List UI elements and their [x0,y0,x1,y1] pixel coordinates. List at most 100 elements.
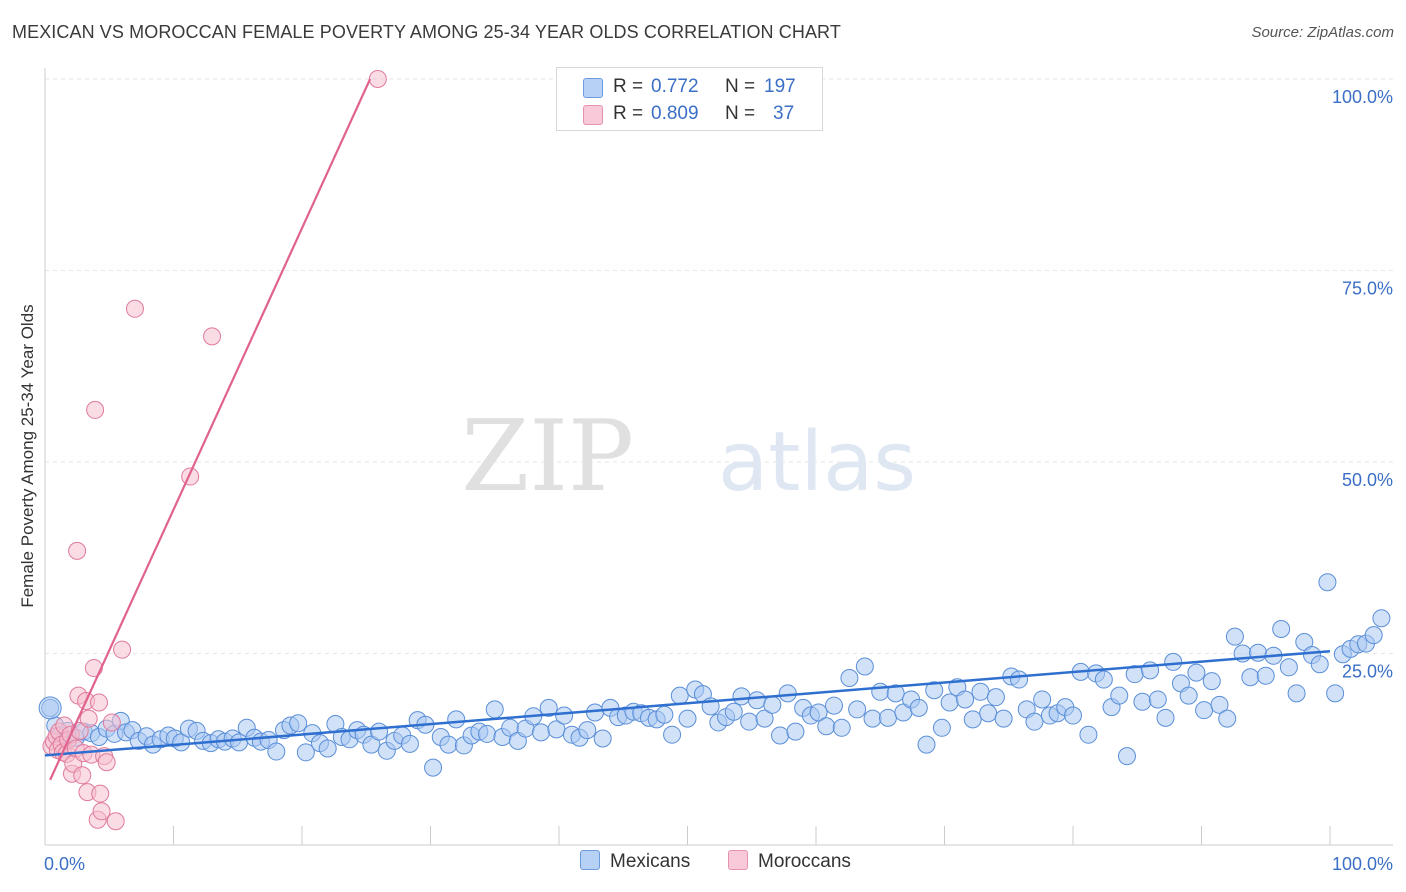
data-point [740,712,759,731]
data-point [113,640,132,659]
data-point [91,784,110,803]
data-point [1318,573,1337,592]
legend-n-label: N = [725,103,756,124]
x-tick-labels: 0.0% 100.0% [44,854,1393,874]
grid-lines [45,78,1393,654]
bottom-legend-label-mexicans: Mexicans [610,851,691,872]
legend-n-value: 37 [773,103,795,124]
y-tick-label: 75.0% [1342,279,1393,299]
data-point [1225,627,1244,646]
data-point [1364,626,1383,645]
data-point [1326,684,1345,703]
y-tick-label: 50.0% [1342,470,1393,490]
data-point [832,718,851,737]
data-point [578,721,597,740]
data-point [1372,609,1391,628]
data-point [1117,747,1136,766]
data-point [1210,695,1229,714]
data-point [1094,670,1113,689]
data-point [478,724,497,743]
data-point [1164,652,1183,671]
data-point [840,669,859,688]
data-point [368,70,387,88]
data-point [979,704,998,723]
data-point [84,659,103,678]
data-point [1279,658,1298,677]
bottom-legend-swatch-moroccans [728,850,748,870]
legend-r-label: R = [613,76,644,97]
data-point [439,735,458,754]
data-point [909,698,928,717]
trend-lines [44,78,1331,781]
data-point [203,327,222,346]
data-point [771,726,790,745]
data-point [824,696,843,715]
data-point [447,710,466,729]
data-point [1287,684,1306,703]
data-point [289,714,308,733]
data-point [1187,663,1206,682]
legend-swatch-mexicans [583,78,603,98]
data-point [1241,668,1260,687]
data-point [296,743,315,762]
data-point [79,709,98,728]
data-point [863,709,882,728]
x-tick-label-end: 100.0% [1332,854,1393,874]
data-point [878,708,897,727]
data-point [555,706,574,725]
data-point [1025,712,1044,731]
data-point [172,733,191,752]
data-point [994,709,1013,728]
data-point [1310,655,1329,674]
data-point [848,700,867,719]
data-point [1110,686,1129,705]
data-point [778,684,797,703]
data-point [106,812,125,831]
data-point [318,739,337,758]
bottom-legend-moroccans: Moroccans [728,850,851,873]
data-point [956,690,975,709]
data-point [971,682,990,701]
data-point [1202,672,1221,691]
data-point [1272,619,1291,638]
data-point [424,758,443,777]
data-point [1079,725,1098,744]
data-point [400,734,419,753]
data-point [655,705,674,724]
data-point [963,710,982,729]
data-point [809,703,828,722]
legend-row-moroccans: R = 0.809 N = 37 [557,100,822,128]
data-point [1179,686,1198,705]
legend-r-value: 0.809 [651,103,699,124]
data-point-large [38,696,62,720]
axes [44,68,1393,846]
data-point [940,693,959,712]
stats-legend: R = 0.772 N = 197 R = 0.809 N = 37 [556,67,823,131]
source-label: Source: ZipAtlas.com [1251,24,1394,41]
data-point [817,717,836,736]
data-point [871,682,890,701]
data-point [855,657,874,676]
data-point [1256,666,1275,685]
data-point [755,709,774,728]
y-tick-labels: 25.0% 50.0% 75.0% 100.0% [1332,87,1393,682]
moroccans-points [42,70,387,831]
data-point [732,687,751,706]
legend-r-value: 0.772 [651,76,699,97]
watermark: ZIP atlas [461,400,916,514]
x-tick-label-start: 0.0% [44,854,85,874]
data-point [917,735,936,754]
legend-swatch-moroccans [583,105,603,125]
data-point [786,722,805,741]
watermark-zip: ZIP [461,400,634,514]
data-point [539,698,558,717]
legend-n-value: 197 [764,76,796,97]
legend-row-mexicans: R = 0.772 N = 197 [557,73,822,101]
data-point [663,725,682,744]
data-point [532,723,551,742]
data-point [1010,670,1029,689]
data-point [678,709,697,728]
trend-line-moroccans [49,78,372,781]
data-point [73,766,92,785]
